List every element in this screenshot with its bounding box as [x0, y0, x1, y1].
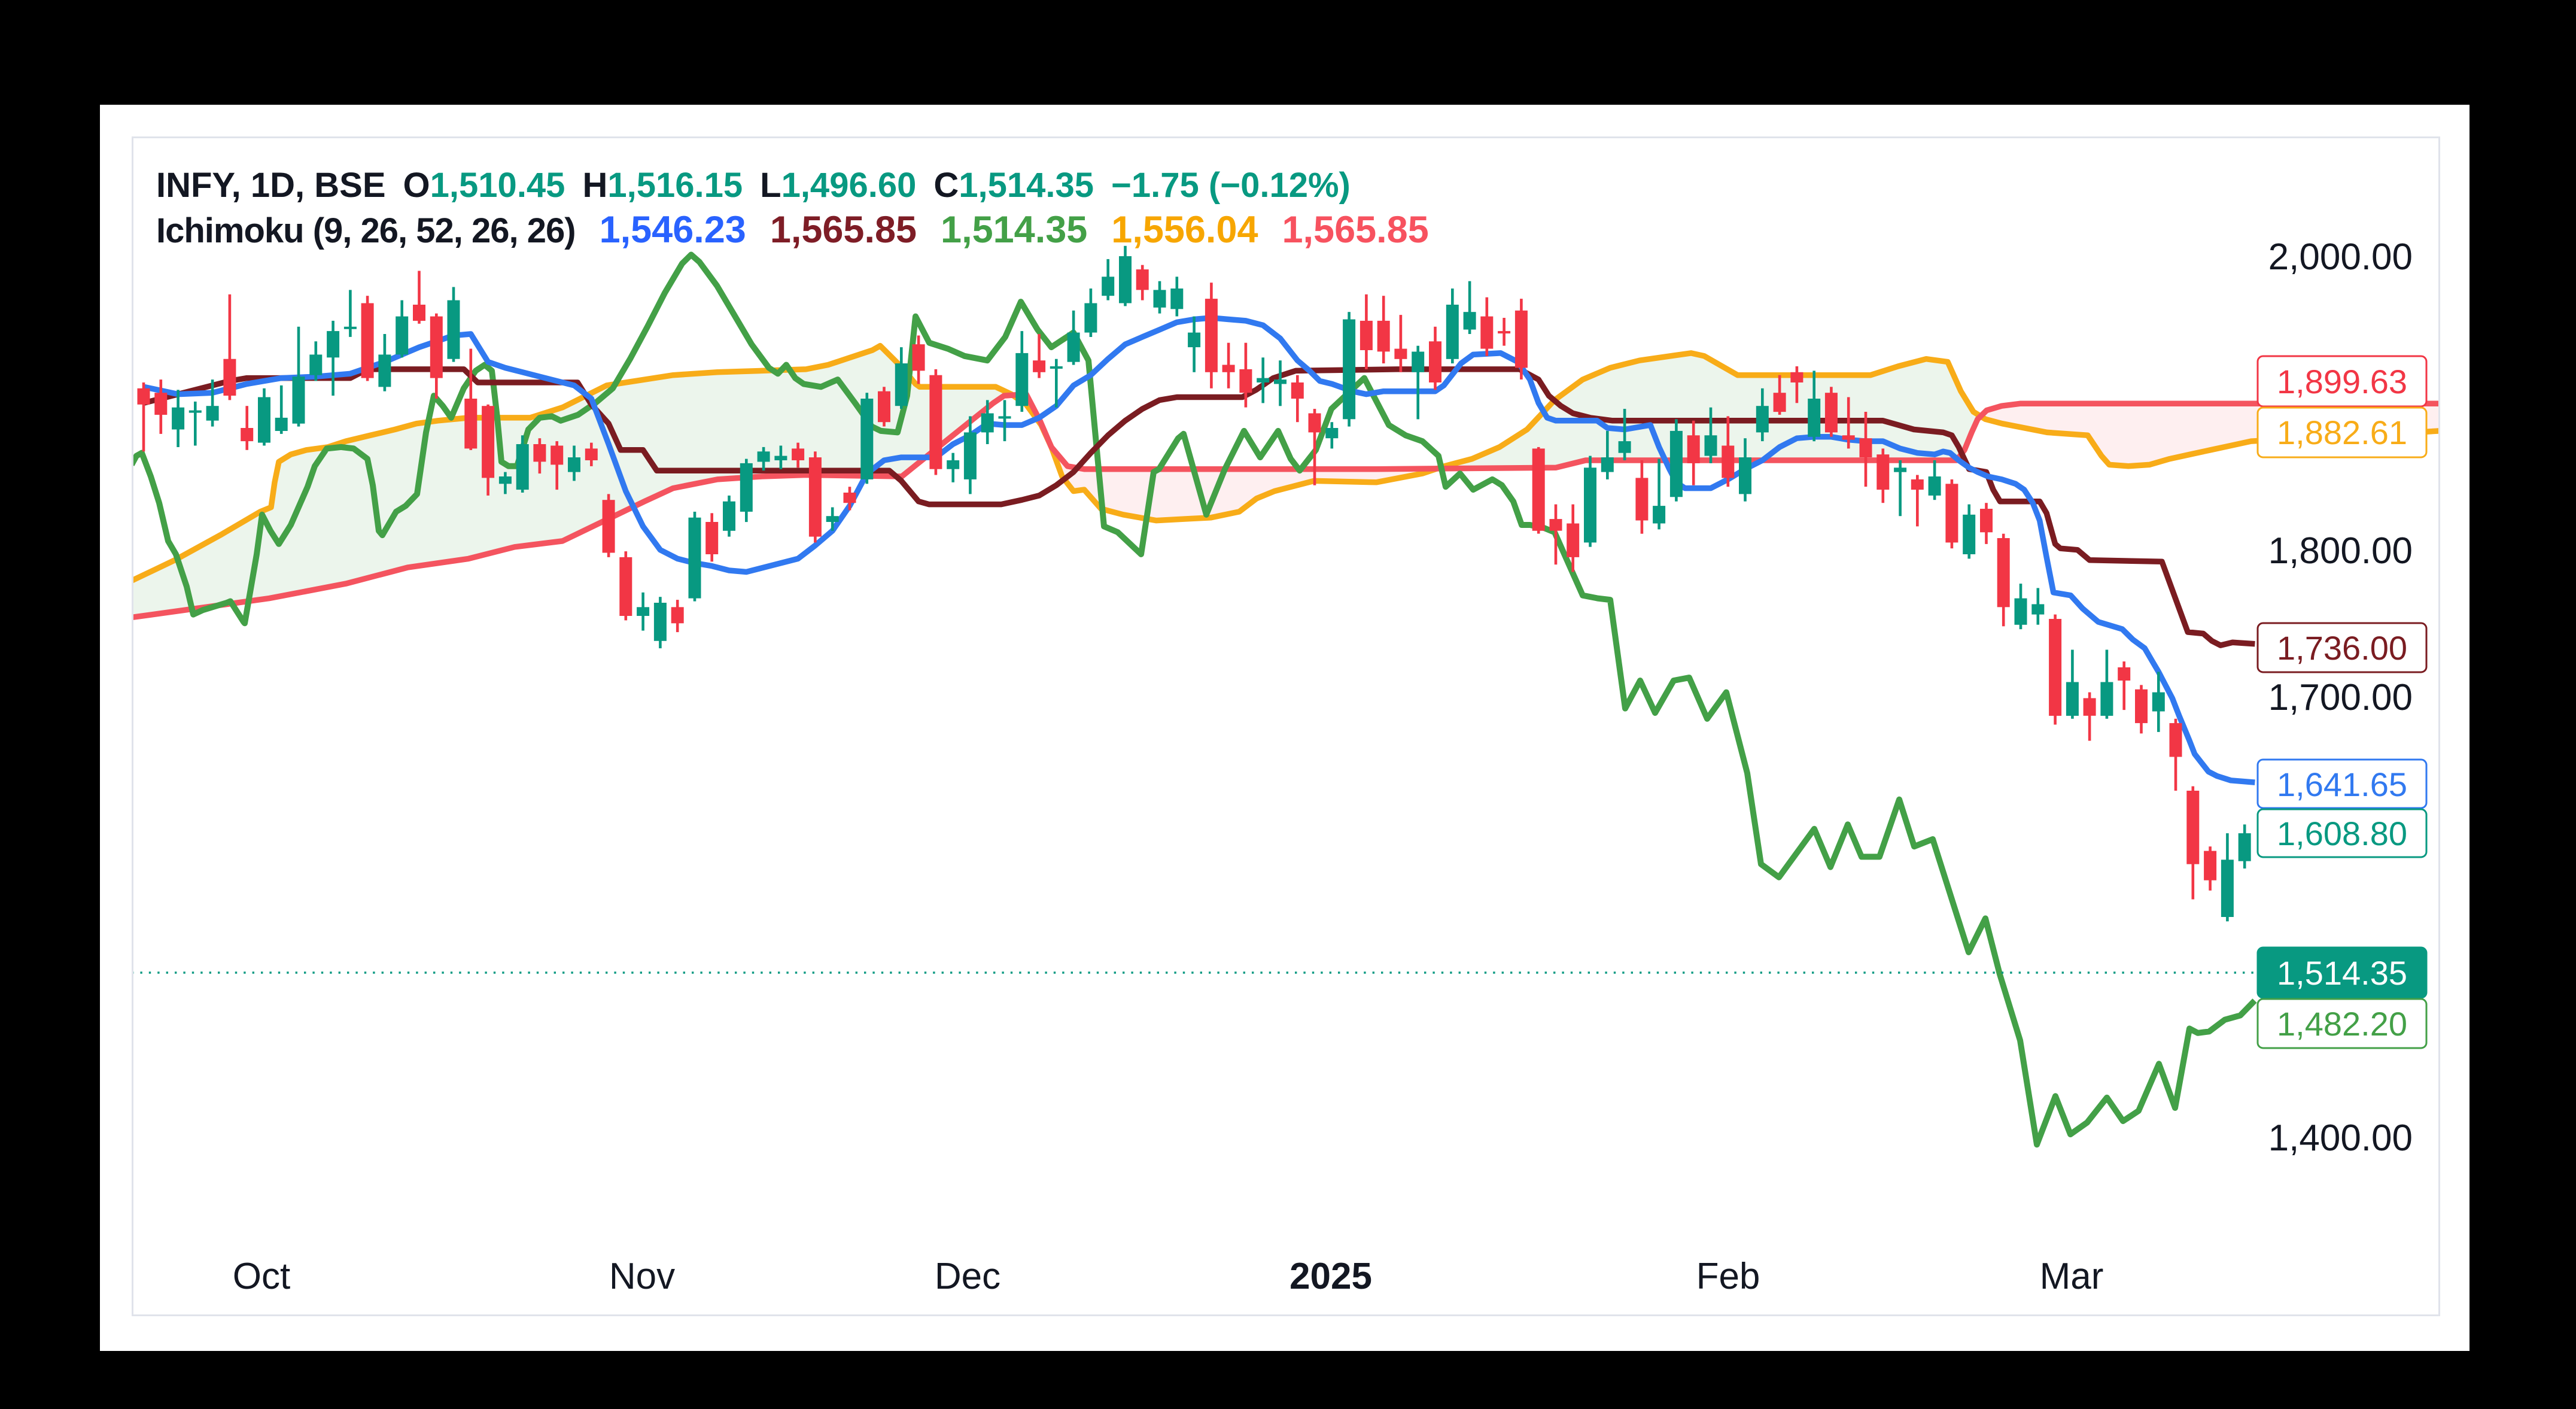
svg-text:1,641.65: 1,641.65: [2277, 766, 2407, 803]
svg-text:1,882.61: 1,882.61: [2277, 414, 2407, 451]
svg-text:Nov: Nov: [609, 1256, 675, 1297]
svg-text:1,608.80: 1,608.80: [2277, 815, 2407, 852]
svg-text:1,482.20: 1,482.20: [2277, 1005, 2407, 1043]
svg-text:Mar: Mar: [2040, 1256, 2104, 1297]
svg-text:Feb: Feb: [1696, 1256, 1760, 1297]
svg-text:Oct: Oct: [233, 1256, 290, 1297]
svg-text:Ichimoku (9, 26, 52, 26, 26)1,: Ichimoku (9, 26, 52, 26, 26) 1,546.23 1,56…: [156, 209, 1429, 251]
svg-text:1,736.00: 1,736.00: [2277, 629, 2407, 667]
svg-text:1,700.00: 1,700.00: [2268, 677, 2413, 718]
svg-text:Dec: Dec: [935, 1256, 1000, 1297]
svg-text:1,800.00: 1,800.00: [2268, 530, 2413, 572]
svg-text:INFY, 1D, BSE O1,510.45 H1,516: INFY, 1D, BSE O1,510.45 H1,516.15 L1,496…: [156, 166, 1351, 205]
svg-text:1,899.63: 1,899.63: [2277, 363, 2407, 400]
svg-text:2025: 2025: [1289, 1256, 1372, 1297]
svg-text:1,514.35: 1,514.35: [2277, 954, 2407, 992]
svg-text:1,400.00: 1,400.00: [2268, 1118, 2413, 1159]
svg-text:2,000.00: 2,000.00: [2268, 236, 2413, 278]
